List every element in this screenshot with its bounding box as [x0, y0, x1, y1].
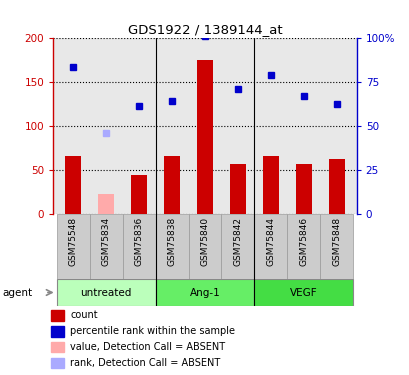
Text: GSM75842: GSM75842 — [233, 217, 242, 266]
Text: VEGF: VEGF — [290, 288, 317, 297]
Text: agent: agent — [2, 288, 32, 297]
Bar — [130, 175, 147, 214]
Bar — [122, 214, 155, 279]
Bar — [262, 156, 279, 214]
Text: GSM75834: GSM75834 — [101, 217, 110, 266]
Text: GSM75846: GSM75846 — [299, 217, 308, 266]
Bar — [188, 214, 221, 279]
Bar — [89, 214, 122, 279]
Bar — [51, 326, 64, 336]
Bar — [98, 194, 114, 214]
Text: Ang-1: Ang-1 — [189, 288, 220, 297]
Bar — [320, 214, 353, 279]
Text: percentile rank within the sample: percentile rank within the sample — [70, 326, 234, 336]
Bar — [155, 279, 254, 306]
Bar — [56, 279, 155, 306]
Text: GSM75838: GSM75838 — [167, 217, 176, 266]
Text: value, Detection Call = ABSENT: value, Detection Call = ABSENT — [70, 342, 225, 352]
Bar — [155, 214, 188, 279]
Bar — [56, 214, 89, 279]
Bar — [163, 156, 180, 214]
Text: untreated: untreated — [80, 288, 131, 297]
Title: GDS1922 / 1389144_at: GDS1922 / 1389144_at — [127, 23, 282, 36]
Text: rank, Detection Call = ABSENT: rank, Detection Call = ABSENT — [70, 358, 220, 368]
Text: GSM75548: GSM75548 — [68, 217, 77, 266]
Bar — [51, 342, 64, 352]
Text: GSM75844: GSM75844 — [266, 217, 275, 266]
Text: count: count — [70, 310, 97, 321]
Bar — [51, 310, 64, 321]
Bar — [287, 214, 320, 279]
Text: GSM75836: GSM75836 — [134, 217, 143, 266]
Bar — [254, 279, 353, 306]
Text: GSM75848: GSM75848 — [332, 217, 341, 266]
Bar — [254, 214, 287, 279]
Bar — [295, 164, 311, 214]
Text: GSM75840: GSM75840 — [200, 217, 209, 266]
Bar — [196, 60, 213, 214]
Bar — [221, 214, 254, 279]
Bar — [328, 159, 344, 214]
Bar — [229, 164, 246, 214]
Bar — [65, 156, 81, 214]
Bar — [51, 358, 64, 368]
